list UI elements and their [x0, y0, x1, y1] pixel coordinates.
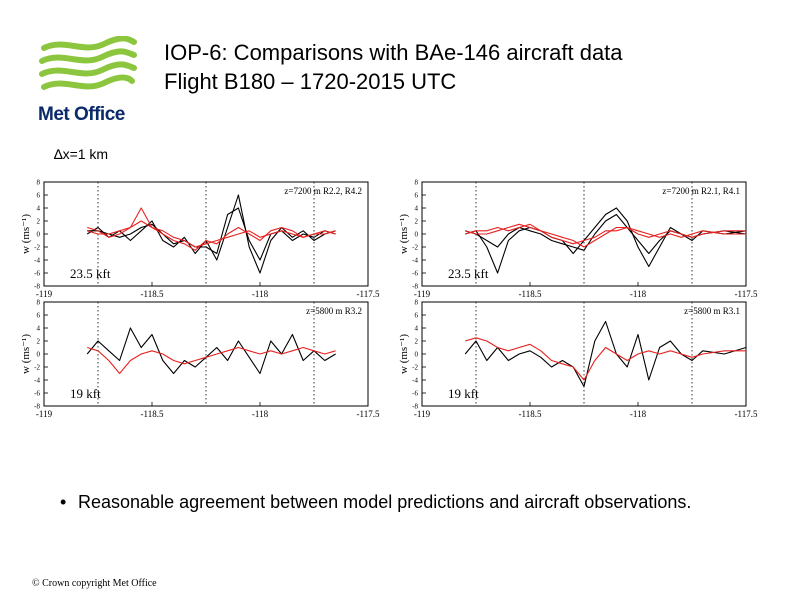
x-tick-label: -118.5 — [519, 409, 542, 419]
series-line-0 — [86, 327, 336, 375]
y-tick-label: 4 — [415, 325, 419, 333]
chart-panel-bottom-right: -8 -6 -4 -2 0 2 4 6 8 -119 -118.5 -118 -117.5 w (ms⁻¹… — [398, 290, 774, 420]
y-axis-label: w (ms⁻¹) — [20, 334, 32, 374]
y-tick-label: 4 — [37, 325, 41, 333]
y-axis-label: w (ms⁻¹) — [398, 334, 410, 374]
y-tick-label: 6 — [37, 312, 41, 320]
y-tick-label: 8 — [37, 179, 41, 187]
panel-annotation: z=7200 m R2.2, R4.2 — [284, 186, 362, 196]
series-line-3 — [87, 220, 336, 248]
bullet-marker: • — [60, 492, 67, 512]
y-tick-label: -4 — [34, 257, 40, 265]
y-tick-label: -8 — [412, 403, 418, 411]
x-tick-label: -117.5 — [735, 289, 758, 299]
x-tick-label: -117.5 — [735, 409, 758, 419]
panel-annotation: z=5800 m R3.2 — [306, 306, 362, 316]
met-office-logo: Met Office — [28, 36, 148, 132]
y-tick-label: 0 — [37, 231, 41, 239]
chart-svg-top-right: -8 -6 -4 -2 0 2 4 6 8 -119 -118.5 -118 -117.5 w (ms⁻¹… — [398, 179, 758, 300]
x-tick-label: -117.5 — [357, 409, 380, 419]
y-tick-label: 2 — [37, 338, 41, 346]
series-line-1 — [87, 346, 336, 375]
y-tick-label: -2 — [34, 364, 40, 372]
met-office-swoosh-icon — [39, 36, 137, 90]
title-line-2: Flight B180 – 1720-2015 UTC — [164, 69, 457, 94]
chart-svg-top-left: -8 -6 -4 -2 0 2 4 6 8 -119 -118.5 -118 -117.5 w (ms⁻¹… — [20, 179, 380, 300]
series-line-1 — [87, 207, 336, 261]
series-line-3 — [465, 223, 746, 245]
y-tick-label: -6 — [412, 390, 418, 398]
y-tick-label: 8 — [37, 299, 41, 307]
resolution-label: ∆x=1 km — [54, 146, 109, 162]
x-tick-label: -118.5 — [141, 289, 164, 299]
y-axis-label: w (ms⁻¹) — [20, 214, 32, 254]
x-tick-label: -119 — [36, 409, 53, 419]
logo-text: Met Office — [38, 104, 125, 125]
chart-panel-top-left: -8 -6 -4 -2 0 2 4 6 8 -119 -118.5 -118 -117.5 w (ms⁻¹… — [20, 170, 396, 300]
x-tick-label: -118 — [252, 289, 269, 299]
y-tick-label: -6 — [34, 390, 40, 398]
chart-svg-bottom-left: -8 -6 -4 -2 0 2 4 6 8 -119 -118.5 -118 -117.5 w (ms⁻¹… — [20, 299, 380, 420]
copyright-footer: © Crown copyright Met Office — [32, 578, 157, 589]
y-tick-label: 2 — [37, 218, 41, 226]
y-tick-label: -8 — [34, 283, 40, 291]
y-tick-label: -2 — [34, 244, 40, 252]
y-tick-label: -8 — [34, 403, 40, 411]
x-tick-label: -118.5 — [141, 409, 164, 419]
y-tick-label: 6 — [37, 192, 41, 200]
y-tick-label: 8 — [415, 179, 419, 187]
x-tick-label: -119 — [414, 409, 431, 419]
x-tick-label: -118 — [630, 409, 647, 419]
series-line-2 — [465, 223, 746, 248]
y-tick-label: 4 — [37, 205, 41, 213]
x-tick-label: -118.5 — [519, 289, 542, 299]
y-tick-label: -2 — [412, 244, 418, 252]
y-tick-label: -6 — [412, 270, 418, 278]
series-line-1 — [465, 337, 746, 381]
level-label: 23.5 kft — [448, 266, 489, 281]
chart-panel-top-right: -8 -6 -4 -2 0 2 4 6 8 -119 -118.5 -118 -117.5 w (ms⁻¹… — [398, 170, 774, 300]
x-tick-label: -117.5 — [357, 289, 380, 299]
chart-svg-bottom-right: -8 -6 -4 -2 0 2 4 6 8 -119 -118.5 -118 -117.5 w (ms⁻¹… — [398, 299, 758, 420]
y-tick-label: -4 — [34, 377, 40, 385]
level-label: 23.5 kft — [70, 266, 111, 281]
y-tick-label: 8 — [415, 299, 419, 307]
level-label: 19 kft — [448, 386, 479, 401]
x-tick-label: -118 — [630, 289, 647, 299]
x-tick-label: -119 — [36, 289, 53, 299]
chart-panel-bottom-left: -8 -6 -4 -2 0 2 4 6 8 -119 -118.5 -118 -117.5 w (ms⁻¹… — [20, 290, 396, 420]
y-tick-label: 2 — [415, 338, 419, 346]
slide-title: IOP-6: Comparisons with BAe-146 aircraft… — [164, 38, 623, 96]
y-tick-label: 4 — [415, 205, 419, 213]
y-tick-label: -2 — [412, 364, 418, 372]
y-tick-label: 2 — [415, 218, 419, 226]
level-label: 19 kft — [70, 386, 101, 401]
series-line-0 — [465, 207, 747, 274]
y-tick-label: 0 — [415, 231, 419, 239]
y-axis-label: w (ms⁻¹) — [398, 214, 410, 254]
y-tick-label: -8 — [412, 283, 418, 291]
y-tick-label: -4 — [412, 257, 418, 265]
title-line-1: IOP-6: Comparisons with BAe-146 aircraft… — [164, 40, 623, 65]
x-tick-label: -119 — [414, 289, 431, 299]
y-tick-label: -4 — [412, 377, 418, 385]
y-tick-label: 6 — [415, 192, 419, 200]
y-tick-label: 0 — [415, 351, 419, 359]
y-tick-label: -6 — [34, 270, 40, 278]
x-tick-label: -118 — [252, 409, 269, 419]
panel-annotation: z=5800 m R3.1 — [684, 306, 740, 316]
y-tick-label: 6 — [415, 312, 419, 320]
bullet-text: Reasonable agreement between model predi… — [78, 492, 692, 512]
y-tick-label: 0 — [37, 351, 41, 359]
panel-annotation: z=7200 m R2.1, R4.1 — [662, 186, 740, 196]
